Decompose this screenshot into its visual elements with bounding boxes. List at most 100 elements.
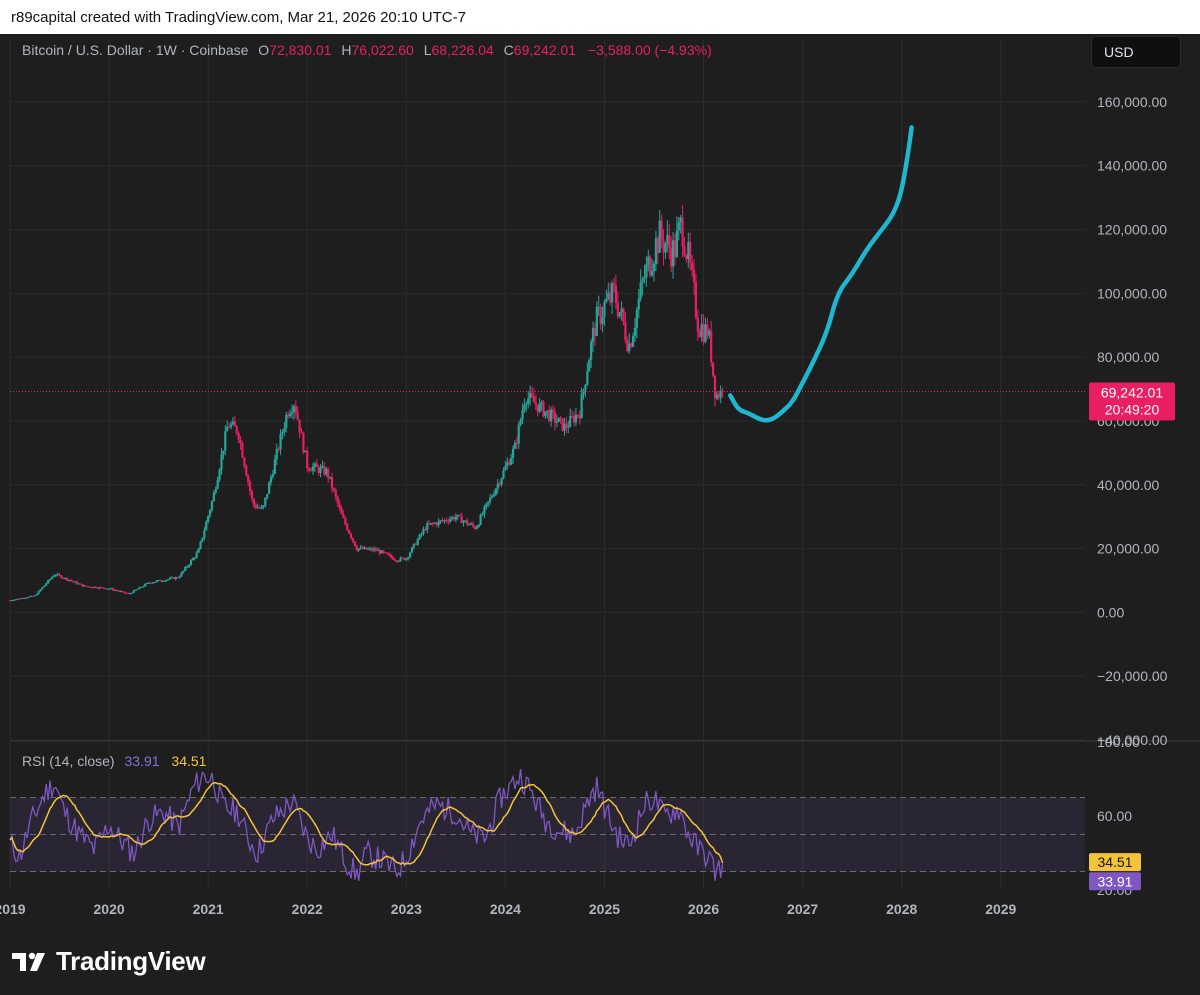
candle-body	[609, 292, 612, 303]
candle-body	[412, 543, 416, 548]
candle-body	[479, 514, 482, 525]
candle-body	[420, 533, 423, 535]
candle-body	[511, 448, 515, 459]
candle-body	[79, 583, 82, 585]
candle-body	[489, 497, 492, 502]
low-value: 68,226.04	[431, 42, 494, 58]
candle-body	[178, 576, 181, 578]
candle-body	[410, 547, 414, 553]
x-tick-label: 2020	[94, 901, 125, 917]
candle-body	[338, 503, 341, 508]
candle-body	[580, 394, 583, 419]
candle-body	[487, 501, 490, 504]
candle-body	[107, 588, 111, 590]
candle-body	[683, 246, 686, 256]
candle-body	[205, 521, 208, 531]
candle-body	[111, 588, 114, 591]
candle-body	[439, 520, 442, 522]
candle-body	[675, 230, 678, 257]
candle-body	[279, 433, 282, 450]
candle-body	[586, 371, 589, 385]
candle-body	[12, 599, 15, 601]
candle-body	[233, 421, 236, 427]
last-price-badge	[1089, 382, 1175, 421]
candle-body	[521, 410, 524, 420]
currency-button[interactable]: USD	[1091, 36, 1181, 68]
candle-body	[269, 476, 273, 483]
candle-body	[252, 498, 255, 505]
candle-body	[378, 549, 381, 554]
candle-body	[428, 523, 431, 525]
candle-body	[104, 588, 107, 590]
candle-body	[128, 593, 132, 595]
candle-body	[10, 600, 14, 602]
candle-body	[16, 598, 19, 600]
candle-body	[628, 343, 631, 352]
candle-body	[245, 466, 248, 476]
candle-body	[557, 417, 560, 422]
candle-body	[138, 587, 141, 589]
candle-body	[102, 587, 105, 589]
candle-body	[631, 336, 635, 347]
candle-body	[502, 470, 505, 479]
candle-body	[62, 578, 65, 580]
candle-body	[492, 494, 496, 497]
rsi-line	[9, 768, 724, 881]
candle-body	[576, 414, 579, 416]
candle-body	[565, 423, 568, 428]
symbol-label[interactable]: Bitcoin / U.S. Dollar · 1W · Coinbase	[22, 42, 249, 58]
candle-body	[443, 519, 446, 521]
candle-body	[8, 600, 12, 602]
x-tick-label: 2029	[985, 901, 1016, 917]
candle-body	[165, 579, 168, 581]
candle-body	[207, 515, 210, 522]
candle-body	[342, 514, 345, 519]
candle-body	[570, 416, 574, 418]
candle-body	[330, 477, 334, 489]
candle-body	[298, 419, 301, 433]
candle-body	[483, 506, 486, 515]
candle-body	[119, 591, 122, 593]
candle-body	[708, 330, 711, 336]
candle-body	[397, 560, 400, 562]
candle-body	[361, 547, 364, 550]
candle-body	[188, 564, 191, 567]
candle-body	[696, 317, 699, 332]
candle-body	[277, 448, 280, 450]
candle-body	[670, 247, 673, 267]
candle-body	[588, 359, 591, 372]
candle-body	[494, 488, 497, 495]
candle-body	[435, 522, 438, 526]
candle-body	[656, 238, 659, 253]
last-price-badge-text: 69,242.01	[1101, 384, 1163, 400]
candle-body	[176, 577, 179, 579]
candle-body	[704, 324, 707, 342]
candle-body	[159, 580, 162, 582]
rsi-label[interactable]: RSI (14, close)	[22, 753, 115, 769]
x-tick-label: 2024	[490, 901, 521, 917]
candle-body	[182, 570, 185, 573]
candle-body	[641, 279, 644, 283]
candle-body	[618, 312, 621, 317]
candle-body	[64, 577, 67, 579]
y-tick-label: 20,000.00	[1097, 541, 1159, 557]
candle-body	[67, 580, 71, 582]
candle-body	[302, 432, 305, 453]
candle-body	[35, 594, 38, 596]
y-tick-label: −20,000.00	[1097, 668, 1168, 684]
candle-body	[167, 579, 170, 581]
candle-body	[315, 463, 318, 468]
rsi-lines	[9, 768, 724, 881]
candle-body	[374, 548, 377, 551]
candle-body	[370, 548, 374, 551]
open-value: 72,830.01	[269, 42, 332, 58]
candle-body	[687, 242, 690, 259]
candle-body	[24, 597, 27, 599]
candle-body	[614, 285, 618, 303]
y-tick-label: 160,000.00	[1097, 94, 1167, 110]
candle-body	[117, 590, 120, 592]
candle-body	[473, 526, 477, 529]
candle-body	[490, 496, 494, 498]
candle-body	[702, 324, 705, 342]
